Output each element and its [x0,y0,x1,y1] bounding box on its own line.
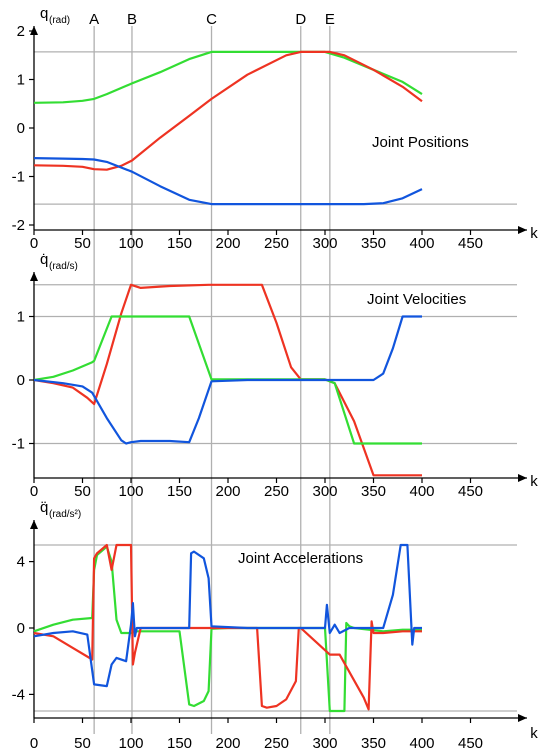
y-axis-title-subscript: (rad/s) [49,261,78,272]
x-tick-label: 400 [409,735,434,752]
y-tick-label: 0 [17,120,25,137]
x-tick-label: 300 [312,735,337,752]
x-axis-arrow [518,474,527,482]
series-line-3 [33,157,423,206]
x-axis-arrow [518,714,527,722]
x-tick-label: 450 [458,735,483,752]
y-tick-label: -4 [12,686,25,703]
x-tick-label: 350 [361,735,386,752]
x-tick-label: 300 [312,235,337,252]
x-axis-title: k [530,725,538,742]
x-axis-title: k [530,225,538,242]
marker-label-d: D [295,11,306,28]
x-tick-label: 300 [312,483,337,500]
y-axis-arrow [30,520,38,529]
x-tick-label: 100 [118,483,143,500]
x-tick-label: 200 [215,483,240,500]
series-line-1 [33,50,423,104]
series-line-2 [33,543,422,711]
series-line-2 [33,315,422,445]
panel-title: Joint Accelerations [238,550,363,567]
y-axis-title: q̇ [40,251,48,268]
y-axis-title-subscript: (rad/s²) [49,509,81,520]
marker-label-e: E [325,11,335,28]
x-axis-title: k [530,473,538,490]
x-tick-label: 250 [264,235,289,252]
panel-1: 2 1 0 -1 -2 0 50 100 150 200 250 300 350 400 450 k q (rad… [12,5,538,252]
y-tick-label: 2 [17,23,25,40]
y-axis-title-subscript: (rad) [49,15,70,26]
y-tick-label: 0 [17,620,25,637]
series-line-2 [33,50,423,171]
x-tick-label: 150 [167,483,192,500]
marker-label-a: A [89,11,99,28]
marker-label-c: C [206,11,217,28]
y-tick-label: 0 [17,372,25,389]
y-tick-label: -2 [12,217,25,234]
panel-3: 4 0 -4 0 50 100 150 200 250 300 350 400 450 k q̈ (rad/s… [12,499,538,752]
x-tick-label: 250 [264,735,289,752]
x-tick-label: 50 [74,483,91,500]
x-tick-label: 450 [458,235,483,252]
series-line-3 [33,543,422,688]
x-tick-label: 50 [74,235,91,252]
x-tick-label: 150 [167,735,192,752]
series-line-3 [33,315,422,445]
y-tick-label: 1 [17,72,25,89]
panel-title: Joint Velocities [367,291,466,308]
x-tick-label: 350 [361,483,386,500]
marker-label-b: B [127,11,137,28]
y-tick-label: -1 [12,169,25,186]
y-tick-label: 4 [17,554,25,571]
x-tick-label: 350 [361,235,386,252]
y-axis-title: q [40,5,48,22]
x-tick-label: 100 [118,235,143,252]
x-tick-label: 400 [409,235,434,252]
x-tick-label: 200 [215,735,240,752]
x-tick-label: 450 [458,483,483,500]
panel-title: Joint Positions [372,134,469,151]
y-tick-label: -1 [12,436,25,453]
x-tick-label: 200 [215,235,240,252]
x-tick-label: 0 [30,735,38,752]
x-tick-label: 50 [74,735,91,752]
y-tick-label: 1 [17,309,25,326]
x-axis-arrow [518,226,527,234]
x-tick-label: 0 [30,235,38,252]
y-axis-arrow [30,272,38,281]
panel-2: 1 0 -1 0 50 100 150 200 250 300 350 400 450 k q̇ (rad/s… [12,251,538,500]
x-tick-label: 150 [167,235,192,252]
x-tick-label: 250 [264,483,289,500]
y-axis-title: q̈ [40,499,48,516]
x-tick-label: 400 [409,483,434,500]
x-tick-label: 0 [30,483,38,500]
x-tick-label: 100 [118,735,143,752]
